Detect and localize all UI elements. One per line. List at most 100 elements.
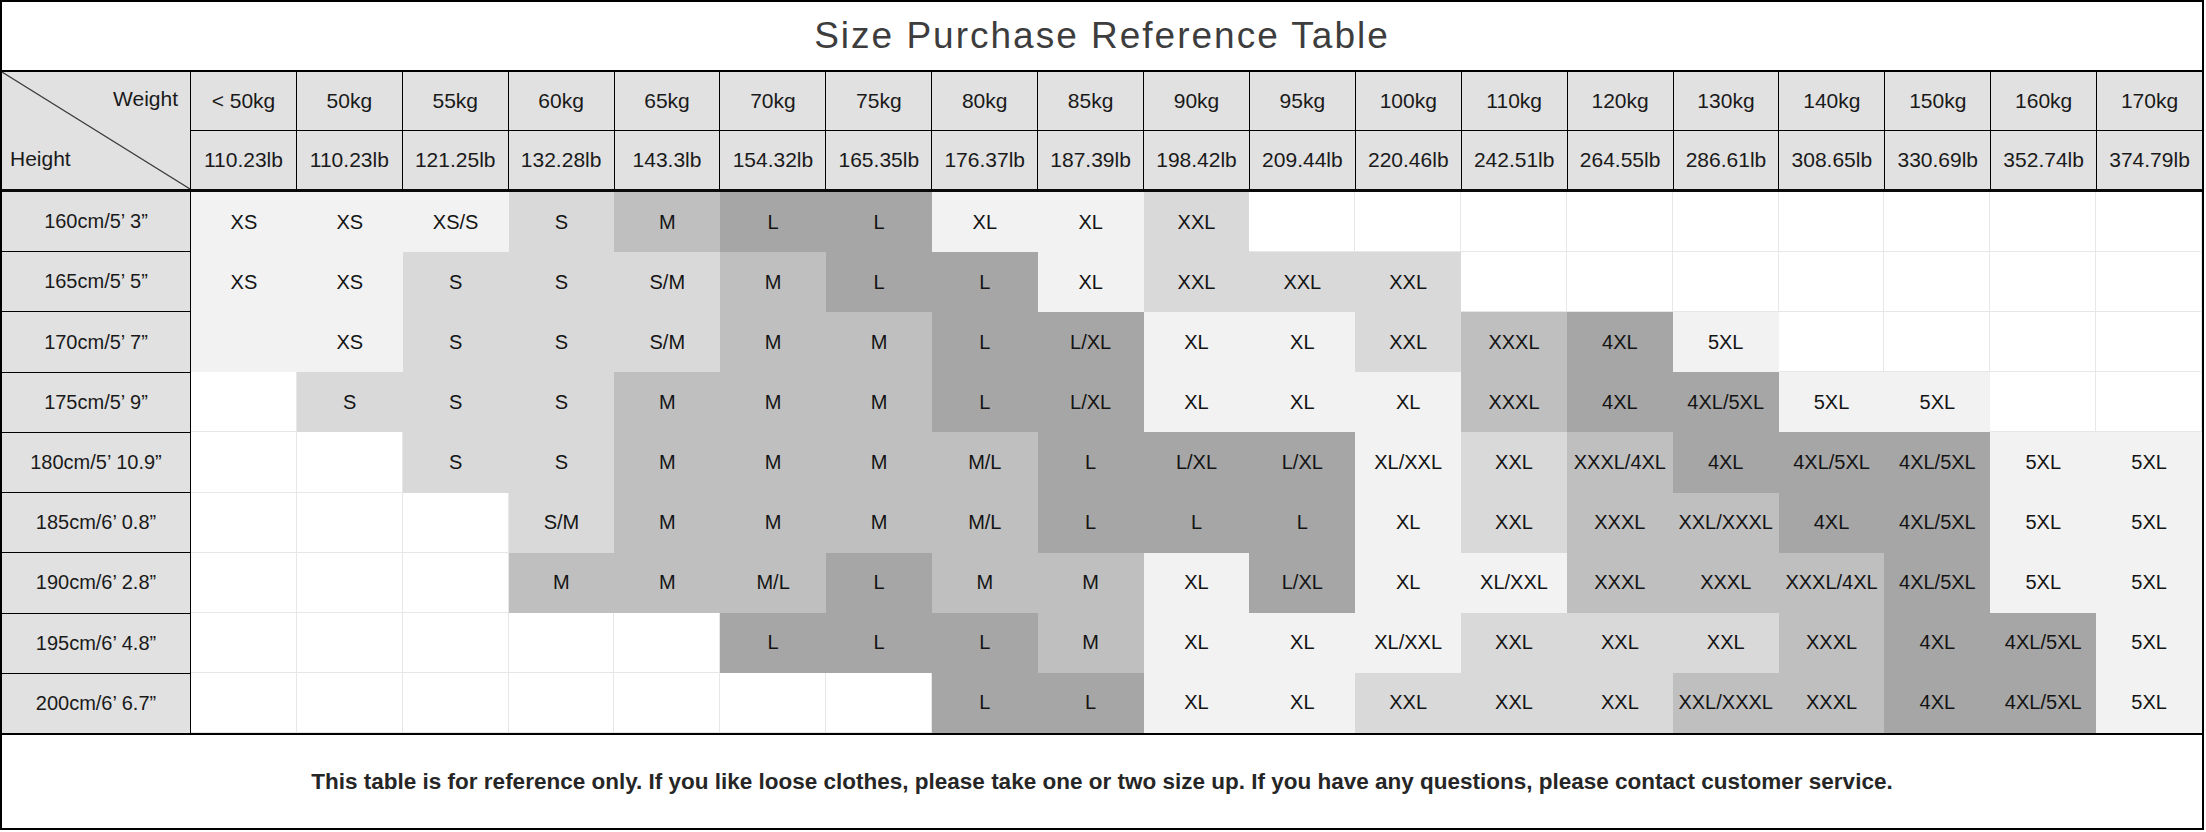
size-cell: 4XL (1884, 673, 1990, 733)
size-cell: XL (1144, 312, 1250, 372)
size-cell: S/M (509, 493, 615, 553)
size-cell: XXL/XXXL (1673, 493, 1779, 553)
weight-axis-label: Weight (113, 87, 178, 111)
size-cell: M (720, 493, 826, 553)
weight-lb-cell: 121.25lb (403, 131, 508, 189)
size-cell (1779, 252, 1885, 312)
size-cell: L/XL (1249, 432, 1355, 492)
table-header: Weight Height < 50kg50kg55kg60kg65kg70kg… (2, 72, 2202, 192)
size-cell: XL (932, 192, 1038, 252)
size-cell: M (614, 372, 720, 432)
weight-kg-cell: 140kg (1779, 72, 1884, 130)
size-cell: 4XL (1779, 493, 1885, 553)
weight-lb-cell: 187.39lb (1038, 131, 1143, 189)
size-cell: 5XL (1990, 553, 2096, 613)
size-cell: L (1038, 432, 1144, 492)
weight-kg-cell: 60kg (509, 72, 614, 130)
size-cell: XL (1038, 192, 1144, 252)
weight-kg-cell: 110kg (1462, 72, 1567, 130)
size-cell: XXL (1144, 192, 1250, 252)
size-cell: 5XL (1990, 432, 2096, 492)
size-cell: L (720, 192, 826, 252)
size-cell: XXXL (1567, 493, 1673, 553)
table-title-row: Size Purchase Reference Table (2, 2, 2202, 72)
size-cell: M (826, 493, 932, 553)
size-reference-table: Size Purchase Reference Table Weight Hei… (0, 0, 2204, 830)
size-cell: M (1038, 553, 1144, 613)
weight-lb-cell: 165.35lb (826, 131, 931, 189)
weight-lb-cell: 110.23lb (191, 131, 296, 189)
size-cell (191, 312, 297, 372)
size-cell: XXXL (1567, 553, 1673, 613)
size-cell: XXXL/4XL (1567, 432, 1673, 492)
size-cell: L/XL (1144, 432, 1250, 492)
size-cell (1884, 192, 1990, 252)
size-cell: S (403, 312, 509, 372)
size-cell: XL/XXL (1461, 553, 1567, 613)
size-cell: L (1249, 493, 1355, 553)
weight-lb-cell: 286.61lb (1674, 131, 1779, 189)
height-cell: 170cm/5’ 7” (2, 312, 190, 371)
size-cell: XS (191, 252, 297, 312)
size-cell: L (826, 613, 932, 673)
footer-note-row: This table is for reference only. If you… (2, 735, 2202, 828)
size-cell: XXL (1355, 312, 1461, 372)
height-cell: 185cm/6’ 0.8” (2, 493, 190, 552)
size-cell: S (509, 192, 615, 252)
height-cell: 175cm/5’ 9” (2, 373, 190, 432)
size-cell (191, 673, 297, 733)
size-cell: S/M (614, 252, 720, 312)
size-cell: L/XL (1038, 372, 1144, 432)
size-cell: XXL (1567, 613, 1673, 673)
size-cell: M/L (720, 553, 826, 613)
weight-lb-cell: 352.74lb (1991, 131, 2096, 189)
height-axis-label: Height (10, 147, 71, 171)
size-cell: M (614, 493, 720, 553)
size-cell: M (720, 252, 826, 312)
size-cell (1779, 312, 1885, 372)
size-cell: S (509, 372, 615, 432)
size-cell (1673, 252, 1779, 312)
size-cell (1884, 252, 1990, 312)
size-cell (1355, 192, 1461, 252)
size-grid: XSXSXS/SSMLLXLXLXXLXSXSSSS/MMLLXLXXLXXLX… (191, 192, 2202, 733)
size-cell: 4XL/5XL (1884, 553, 1990, 613)
size-cell (826, 673, 932, 733)
height-cell: 195cm/6’ 4.8” (2, 614, 190, 673)
weight-lb-cell: 110.23lb (297, 131, 402, 189)
size-cell (191, 493, 297, 553)
weight-lb-cell: 209.44lb (1250, 131, 1355, 189)
size-cell (297, 613, 403, 673)
size-cell: XXXL (1779, 673, 1885, 733)
size-cell: XS (297, 252, 403, 312)
size-cell: XXL (1567, 673, 1673, 733)
size-cell (614, 613, 720, 673)
size-cell: 4XL/5XL (1673, 372, 1779, 432)
size-cell: XXL/XXXL (1673, 673, 1779, 733)
size-cell: M (1038, 613, 1144, 673)
size-cell (1779, 192, 1885, 252)
size-cell (297, 493, 403, 553)
weight-header-grid: < 50kg50kg55kg60kg65kg70kg75kg80kg85kg90… (191, 72, 2202, 189)
size-cell: XL (1249, 673, 1355, 733)
size-cell: XL (1355, 372, 1461, 432)
weight-kg-cell: 50kg (297, 72, 402, 130)
size-cell (1673, 192, 1779, 252)
size-cell: XL/XXL (1355, 613, 1461, 673)
footer-note: This table is for reference only. If you… (311, 769, 1892, 795)
size-cell (403, 673, 509, 733)
size-cell: 5XL (1779, 372, 1885, 432)
size-cell: XL (1249, 312, 1355, 372)
size-cell: 5XL (2096, 673, 2202, 733)
size-cell (403, 613, 509, 673)
weight-kg-cell: 65kg (615, 72, 720, 130)
weight-kg-cell: < 50kg (191, 72, 296, 130)
size-cell: L (932, 252, 1038, 312)
size-cell: XXL (1249, 252, 1355, 312)
size-cell: S (509, 432, 615, 492)
weight-lb-cell: 264.55lb (1568, 131, 1673, 189)
size-cell: M (720, 372, 826, 432)
size-cell: L (826, 192, 932, 252)
size-cell (1567, 252, 1673, 312)
size-cell: M (826, 312, 932, 372)
